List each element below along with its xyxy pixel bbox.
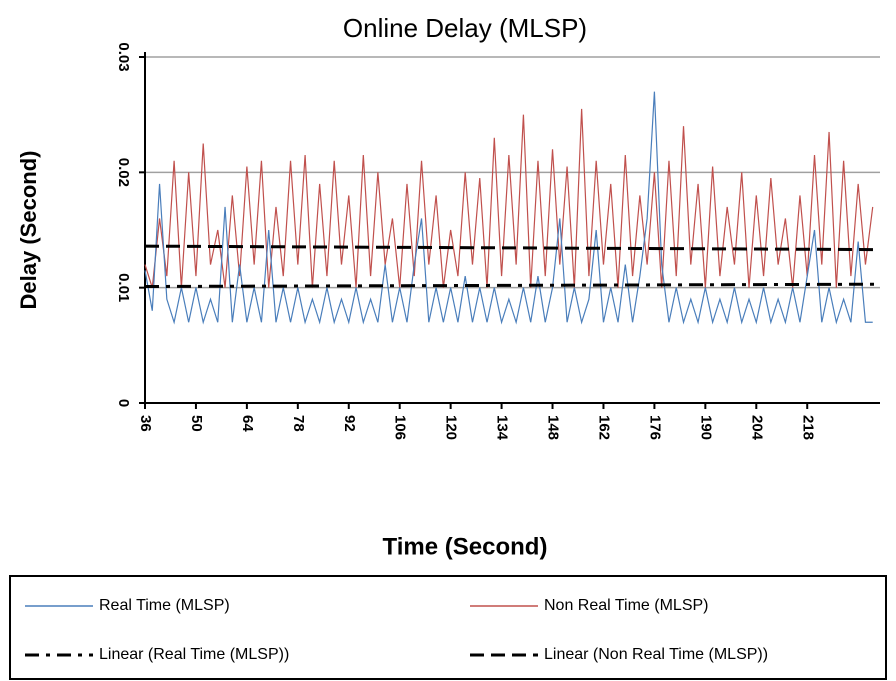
legend-label: Linear (Real Time (MLSP)) [99, 646, 289, 663]
legend-label: Linear (Non Real Time (MLSP)) [544, 646, 768, 663]
y-tick-label: 0 [115, 399, 132, 407]
x-tick-label: 92 [341, 415, 358, 432]
x-tick-label: 204 [748, 415, 765, 441]
y-tick-label: 0.01 [115, 273, 132, 302]
x-tick-label: 190 [697, 415, 714, 440]
x-tick-label: 148 [545, 415, 562, 440]
x-tick-label: 64 [239, 415, 256, 432]
x-tick-label: 218 [799, 415, 816, 440]
x-tick-label: 36 [137, 415, 154, 432]
legend-box [9, 575, 887, 680]
x-tick-label: 134 [494, 415, 511, 441]
x-tick-label: 120 [443, 415, 460, 440]
chart-title: Online Delay (MLSP) [343, 13, 587, 43]
x-tick-label: 162 [595, 415, 612, 440]
data-line [144, 108, 874, 288]
x-tick-label: 50 [188, 415, 205, 432]
data-line [144, 91, 873, 325]
trend-line [144, 244, 881, 252]
x-tick-label: 176 [646, 415, 663, 440]
x-axis-label: Time (Second) [383, 533, 548, 560]
x-tick-label: 106 [392, 415, 409, 440]
legend-label: Real Time (MLSP) [99, 597, 230, 614]
y-tick-label: 0.02 [115, 158, 132, 187]
x-tick-label: 78 [290, 415, 307, 432]
legend-label: Non Real Time (MLSP) [544, 597, 709, 614]
y-axis-label: Delay (Second) [16, 151, 41, 310]
trend-line [144, 282, 881, 289]
y-tick-label: 0.03 [115, 42, 132, 71]
